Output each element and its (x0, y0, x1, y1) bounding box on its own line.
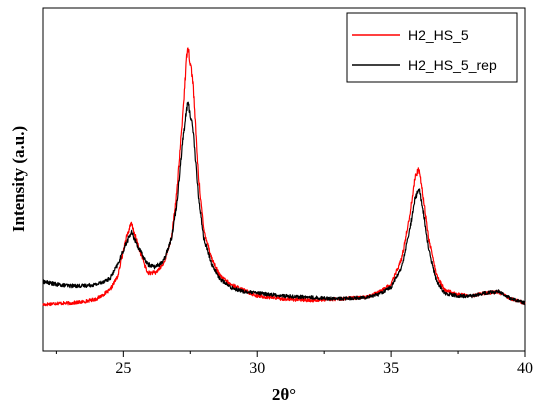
x-axis-title: 2θ° (272, 385, 296, 404)
legend-label-h2-hs-5: H2_HS_5 (408, 27, 469, 43)
x-tick-label: 30 (249, 360, 265, 377)
legend-label-h2-hs-5-rep: H2_HS_5_rep (408, 57, 497, 73)
y-axis-title: Intensity (a.u.) (9, 126, 28, 232)
series-line-h2-hs-5-rep (42, 101, 526, 306)
plot-frame (42, 7, 526, 352)
x-tick-label: 35 (383, 360, 399, 377)
x-tick-label: 40 (517, 360, 533, 377)
series-layer (42, 47, 526, 307)
x-ticks: 25 30 35 40 (55, 351, 533, 377)
legend-box (346, 12, 518, 83)
plot-area: 25 30 35 40 (42, 7, 533, 377)
legend: H2_HS_5 H2_HS_5_rep (346, 12, 518, 83)
x-tick-label: 25 (115, 360, 131, 377)
